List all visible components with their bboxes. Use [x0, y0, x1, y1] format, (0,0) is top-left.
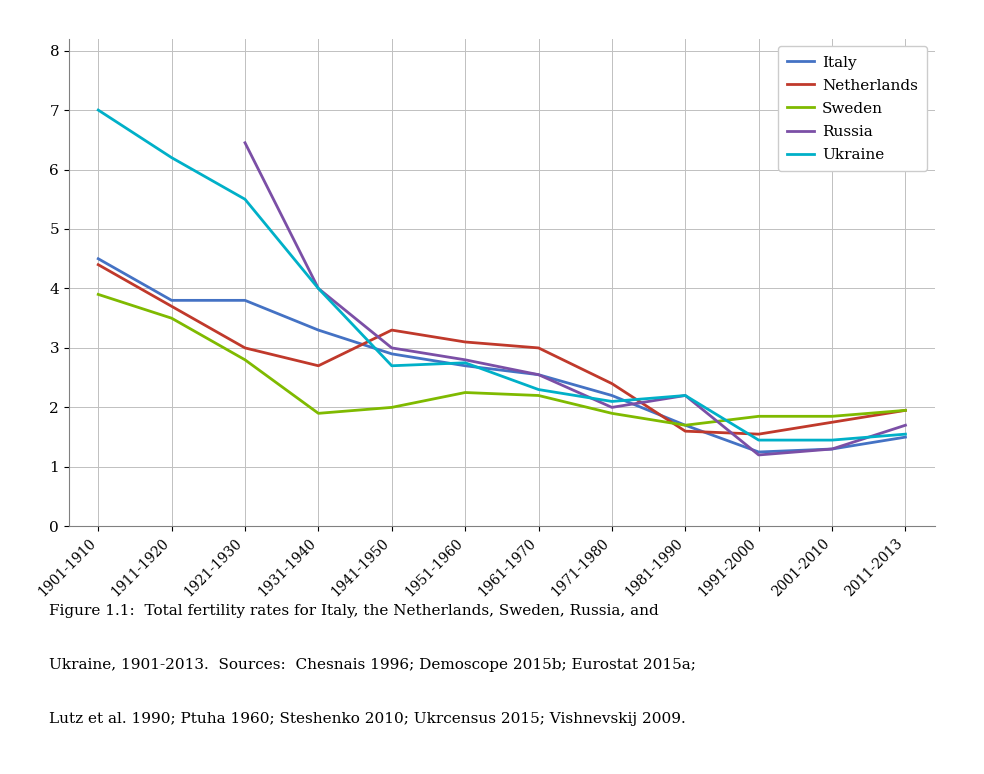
Russia [532, 370, 544, 379]
Sweden [386, 402, 398, 412]
Line: Italy: Italy [98, 259, 905, 452]
Italy [753, 447, 765, 457]
Ukraine [165, 153, 177, 163]
Ukraine [239, 194, 251, 204]
Italy [313, 325, 325, 334]
Ukraine [606, 397, 618, 406]
Ukraine [679, 391, 691, 400]
Italy [532, 370, 544, 379]
Russia [313, 284, 325, 293]
Russia [899, 420, 911, 430]
Netherlands [679, 426, 691, 436]
Russia [679, 391, 691, 400]
Text: Lutz et al. 1990; Ptuha 1960; Steshenko 2010; Ukrcensus 2015; Vishnevskij 2009.: Lutz et al. 1990; Ptuha 1960; Steshenko … [49, 712, 686, 726]
Italy [239, 296, 251, 305]
Sweden [239, 355, 251, 365]
Russia [460, 355, 471, 365]
Ukraine [753, 436, 765, 445]
Italy [899, 433, 911, 442]
Ukraine [92, 105, 104, 115]
Netherlands [532, 344, 544, 353]
Ukraine [532, 385, 544, 394]
Legend: Italy, Netherlands, Sweden, Russia, Ukraine: Italy, Netherlands, Sweden, Russia, Ukra… [777, 46, 927, 171]
Russia [386, 344, 398, 353]
Line: Sweden: Sweden [98, 294, 905, 425]
Netherlands [899, 406, 911, 415]
Line: Netherlands: Netherlands [98, 265, 905, 434]
Sweden [827, 412, 838, 421]
Italy [679, 420, 691, 430]
Netherlands [606, 379, 618, 389]
Ukraine [460, 358, 471, 368]
Sweden [679, 420, 691, 430]
Sweden [313, 409, 325, 418]
Line: Ukraine: Ukraine [98, 110, 905, 440]
Netherlands [165, 302, 177, 311]
Italy [386, 349, 398, 358]
Italy [460, 361, 471, 371]
Sweden [165, 313, 177, 323]
Text: Ukraine, 1901-2013.  Sources:  Chesnais 1996; Demoscope 2015b; Eurostat 2015a;: Ukraine, 1901-2013. Sources: Chesnais 19… [49, 658, 696, 672]
Sweden [460, 388, 471, 397]
Ukraine [313, 284, 325, 293]
Netherlands [827, 418, 838, 427]
Sweden [92, 289, 104, 299]
Ukraine [899, 430, 911, 439]
Sweden [753, 412, 765, 421]
Sweden [606, 409, 618, 418]
Russia [753, 450, 765, 460]
Netherlands [753, 430, 765, 439]
Italy [92, 254, 104, 263]
Netherlands [313, 361, 325, 371]
Italy [827, 444, 838, 454]
Sweden [899, 406, 911, 415]
Netherlands [92, 260, 104, 269]
Line: Russia: Russia [245, 142, 905, 455]
Ukraine [827, 436, 838, 445]
Russia [239, 138, 251, 147]
Sweden [532, 391, 544, 400]
Netherlands [386, 325, 398, 334]
Netherlands [239, 344, 251, 353]
Russia [827, 444, 838, 454]
Italy [606, 391, 618, 400]
Netherlands [460, 337, 471, 347]
Russia [606, 402, 618, 412]
Text: Figure 1.1:  Total fertility rates for Italy, the Netherlands, Sweden, Russia, a: Figure 1.1: Total fertility rates for It… [49, 604, 659, 618]
Ukraine [386, 361, 398, 371]
Italy [165, 296, 177, 305]
